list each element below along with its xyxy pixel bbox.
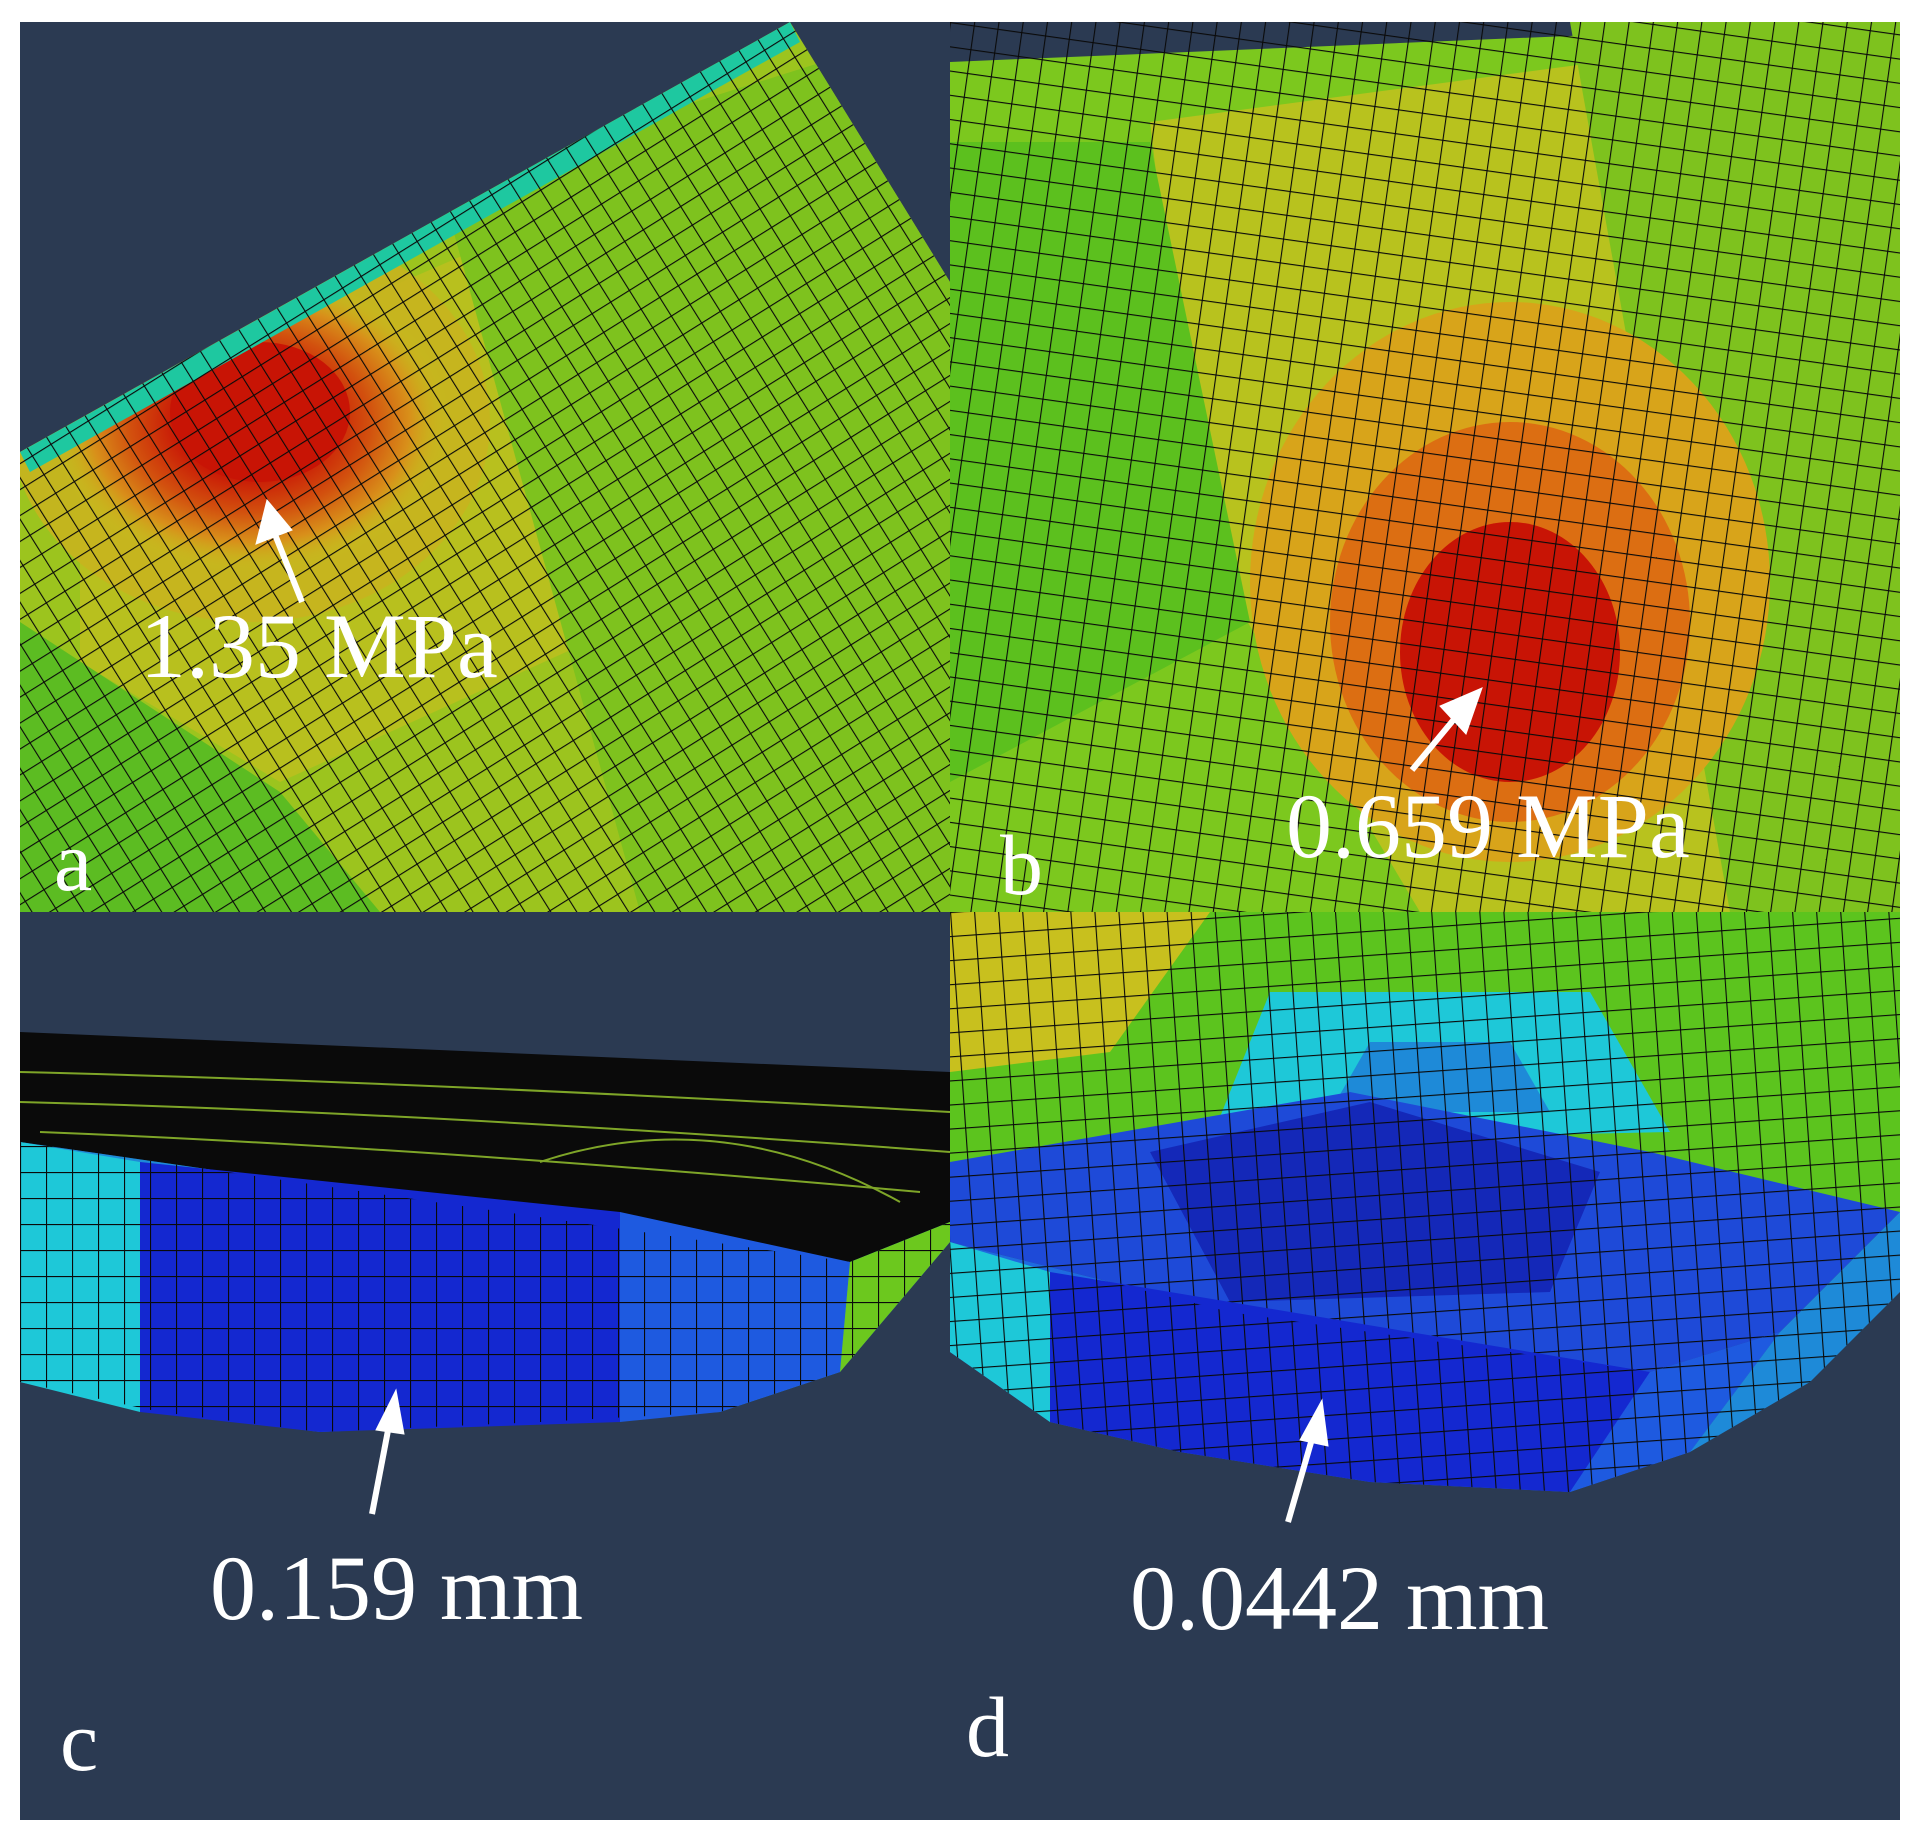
panel-d-value-label: 0.0442 mm xyxy=(1130,1547,1550,1649)
panel-a-value-label: 1.35 MPa xyxy=(140,595,498,697)
panel-b-value-label: 0.659 MPa xyxy=(1286,775,1690,877)
panel-a-arrow xyxy=(255,498,305,604)
panel-b-letter: b xyxy=(1000,817,1043,912)
panel-a-contour xyxy=(20,22,950,912)
panel-c: 0.159 mm c xyxy=(20,912,950,1820)
panel-d-contour xyxy=(950,912,1900,1523)
panel-a-letter: a xyxy=(54,813,93,909)
panel-c-arrow xyxy=(369,1388,405,1515)
panel-d-arrow xyxy=(1285,1398,1329,1523)
panel-b: 0.659 MPa b xyxy=(950,22,1900,912)
panel-c-contour xyxy=(20,1032,950,1515)
panel-a: 1.35 MPa a xyxy=(20,22,950,912)
panel-b-arrow xyxy=(1409,687,1483,772)
panel-b-contour xyxy=(950,22,1900,912)
panel-c-value-label: 0.159 mm xyxy=(210,1537,584,1639)
panel-c-letter: c xyxy=(60,1693,99,1789)
panel-d-letter: d xyxy=(966,1679,1009,1775)
panel-d: 0.0442 mm d xyxy=(950,912,1900,1820)
